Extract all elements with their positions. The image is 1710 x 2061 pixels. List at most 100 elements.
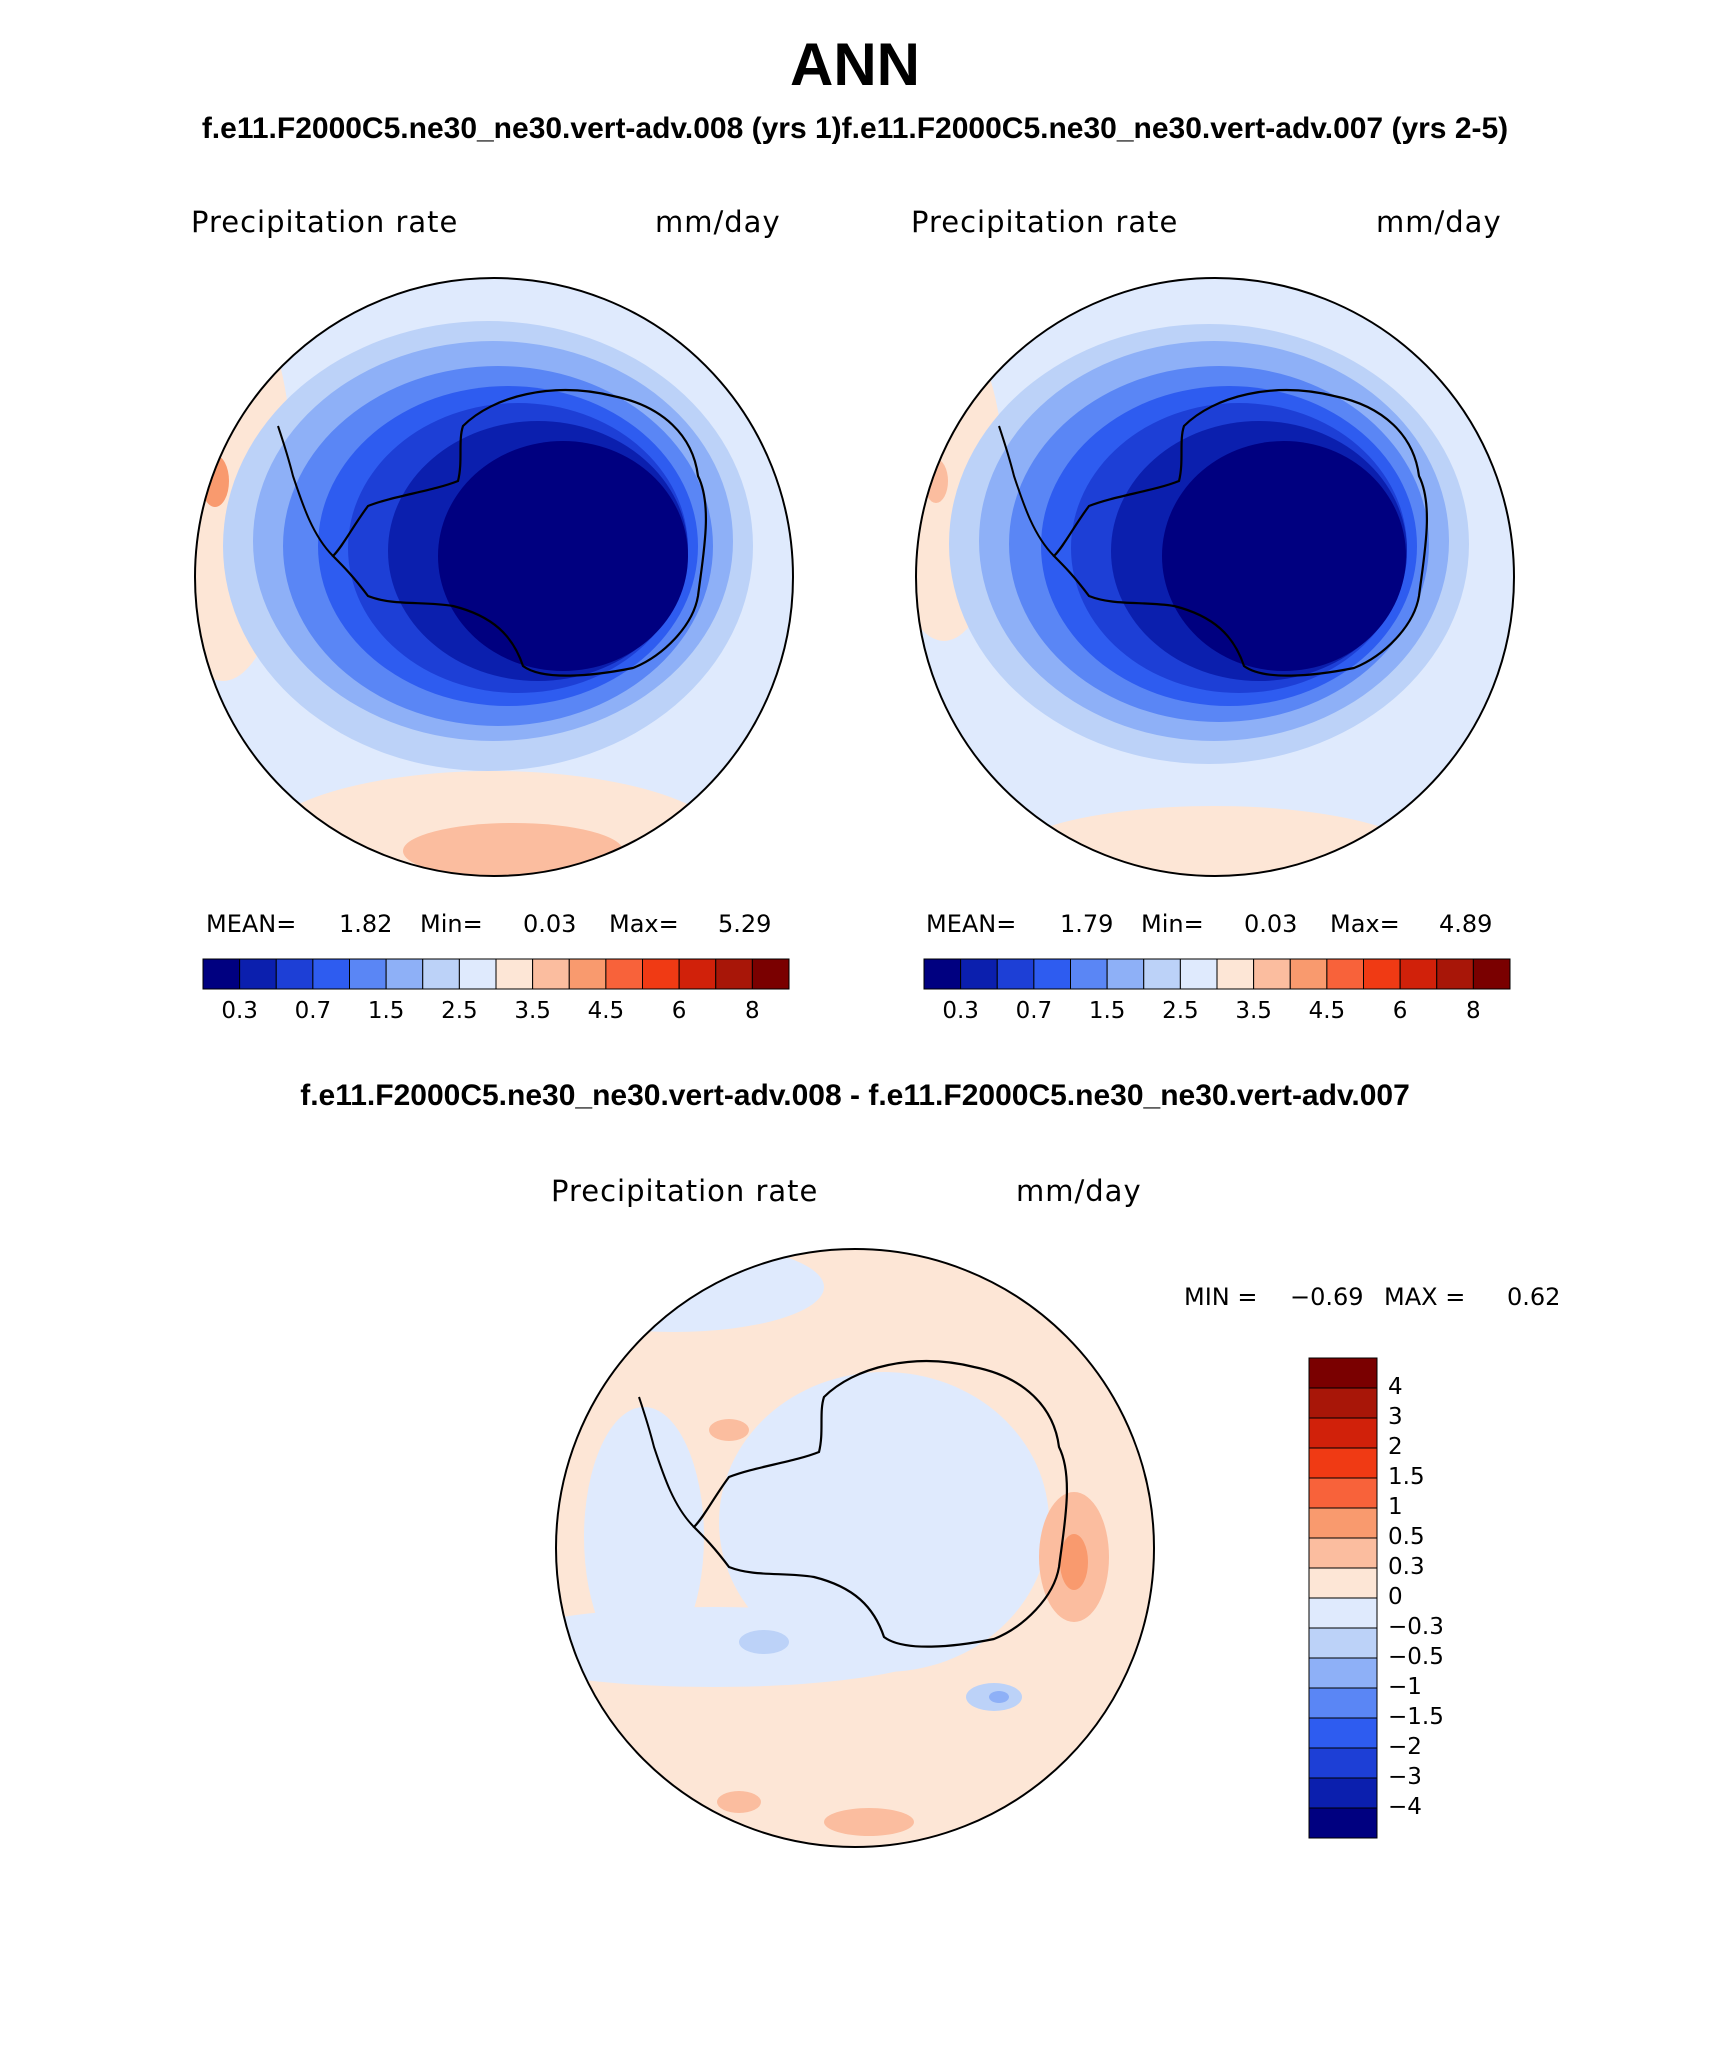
colorbar-level-label: −1.5: [1388, 1704, 1444, 1730]
colorbar-tick-label: 2.5: [1162, 998, 1199, 1024]
colorbar-swatch: [751, 958, 790, 990]
figure-title: ANN: [790, 31, 920, 98]
colorbar-swatch: [1308, 1507, 1378, 1539]
colorbar-level-label: 2: [1388, 1434, 1403, 1460]
colorbar-swatch: [1216, 958, 1255, 990]
colorbar-swatch: [422, 958, 460, 990]
colorbar-swatch: [1070, 958, 1108, 990]
colorbar-swatch: [1143, 958, 1181, 990]
colorbar-tick-label: 0.7: [294, 998, 332, 1024]
colorbar-swatch: [385, 958, 424, 990]
colorbar-swatch: [1308, 1747, 1378, 1779]
map-field-core: [438, 441, 688, 671]
map-boundary: [194, 277, 794, 877]
colorbar-swatch: [1436, 958, 1474, 990]
colorbar-swatch: [1289, 958, 1328, 990]
map-field-warm-band: [994, 806, 1434, 876]
antarctica-coastline: [331, 389, 707, 677]
colorbar-swatch: [349, 958, 387, 990]
panel2-min-value: 0.03: [1244, 910, 1298, 938]
colorbar-tick-label: 0.3: [221, 998, 258, 1024]
panel1-max-label: Max=: [609, 910, 679, 938]
colorbar-swatch: [642, 958, 680, 990]
diff-colorbar-labels: 4 3 2 1.5 1 0.5 0.3 0 −0.3 −0.5 −1 −1.5 −2 −3 −4: [1388, 1358, 1468, 1838]
colorbar-level-label: 1.5: [1388, 1464, 1425, 1490]
map-boundary: [555, 1248, 1155, 1848]
diff-max-value: 0.62: [1507, 1283, 1561, 1311]
panel2-units-label: mm/day: [1376, 205, 1502, 239]
colorbar-swatch: [275, 958, 314, 990]
colorbar-swatch: [312, 958, 350, 990]
difference-title: f.e11.F2000C5.ne30_ne30.vert-adv.008 - f…: [300, 1079, 1410, 1112]
colorbar-swatch: [1308, 1357, 1378, 1389]
panel1-max-value: 5.29: [718, 910, 772, 938]
panel2-colorbar-ticks: 0.3 0.7 1.5 2.5 3.5 4.5 6 8: [924, 998, 1510, 1028]
panel1-min-label: Min=: [420, 910, 483, 938]
antarctic-peninsula-coastline: [998, 425, 1055, 557]
colorbar-swatch: [532, 958, 570, 990]
colorbar-swatch: [1308, 1687, 1378, 1719]
colorbar-tick-label: 4.5: [1308, 998, 1346, 1024]
colorbar-level-label: 0: [1388, 1584, 1403, 1610]
map-field-cool-north: [556, 1249, 824, 1332]
colorbar-swatch: [1308, 1447, 1378, 1479]
diff-min-value: −0.69: [1290, 1283, 1364, 1311]
map-field-warm-south-2: [717, 1791, 761, 1813]
colorbar-swatch: [1033, 958, 1071, 990]
colorbar-level-label: 4: [1388, 1374, 1403, 1400]
colorbar-swatch: [1308, 1627, 1378, 1659]
colorbar-tick-label: 3.5: [1235, 998, 1272, 1024]
colorbar-swatch: [1308, 1657, 1378, 1689]
antarctic-peninsula-coastline: [638, 1396, 695, 1528]
colorbar-swatch: [1308, 1597, 1378, 1629]
colorbar-swatch: [996, 958, 1035, 990]
diff-max-label: MAX =: [1384, 1283, 1466, 1311]
diff-units-label: mm/day: [1016, 1174, 1142, 1208]
map-field-warm-core: [403, 823, 623, 876]
panel2-max-label: Max=: [1330, 910, 1400, 938]
panel2-max-value: 4.89: [1439, 910, 1493, 938]
panel1-colorbar-ticks: 0.3 0.7 1.5 2.5 3.5 4.5 6 8: [203, 998, 789, 1028]
colorbar-swatch: [715, 958, 753, 990]
colorbar-swatch: [1106, 958, 1145, 990]
panel1-colorbar: [202, 958, 790, 990]
antarctica-coastline: [1052, 389, 1428, 677]
colorbar-swatch: [1363, 958, 1401, 990]
colorbar-tick-label: 8: [1466, 998, 1481, 1024]
colorbar-tick-label: 1.5: [1088, 998, 1126, 1024]
colorbar-swatch: [923, 958, 962, 990]
diff-polar-map: [555, 1248, 1155, 1848]
panel1-mean-label: MEAN=: [206, 910, 297, 938]
colorbar-swatch: [1308, 1387, 1378, 1419]
antarctica-coastline: [692, 1360, 1068, 1648]
colorbar-swatch: [1308, 1717, 1378, 1749]
colorbar-tick-label: 6: [1392, 998, 1408, 1024]
panel2-colorbar: [923, 958, 1511, 990]
diff-min-label: MIN =: [1184, 1283, 1258, 1311]
colorbar-swatch: [202, 958, 241, 990]
panel1-min-value: 0.03: [523, 910, 577, 938]
colorbar-swatch: [1326, 958, 1364, 990]
figure-subtitle: f.e11.F2000C5.ne30_ne30.vert-adv.008 (yr…: [201, 112, 1509, 145]
map-field-cool-core-1: [739, 1630, 789, 1654]
map-field-cool-continent: [719, 1372, 1049, 1672]
colorbar-swatch: [1308, 1417, 1378, 1449]
colorbar-swatch: [458, 958, 497, 990]
colorbar-swatch: [1179, 958, 1218, 990]
colorbar-tick-label: 0.3: [942, 998, 979, 1024]
map-field-warm-south: [824, 1808, 914, 1836]
colorbar-level-label: 3: [1388, 1404, 1403, 1430]
colorbar-swatch: [678, 958, 717, 990]
colorbar-swatch: [495, 958, 534, 990]
colorbar-swatch: [1253, 958, 1291, 990]
colorbar-tick-label: 8: [745, 998, 760, 1024]
colorbar-tick-label: 3.5: [514, 998, 551, 1024]
antarctic-peninsula-coastline: [277, 425, 334, 557]
colorbar-level-label: −4: [1388, 1794, 1422, 1820]
colorbar-level-label: −3: [1388, 1764, 1422, 1790]
colorbar-swatch: [1308, 1567, 1378, 1599]
colorbar-tick-label: 6: [671, 998, 687, 1024]
panel2-mean-label: MEAN=: [926, 910, 1017, 938]
colorbar-swatch: [960, 958, 998, 990]
map-field-cool-band: [556, 1607, 944, 1687]
